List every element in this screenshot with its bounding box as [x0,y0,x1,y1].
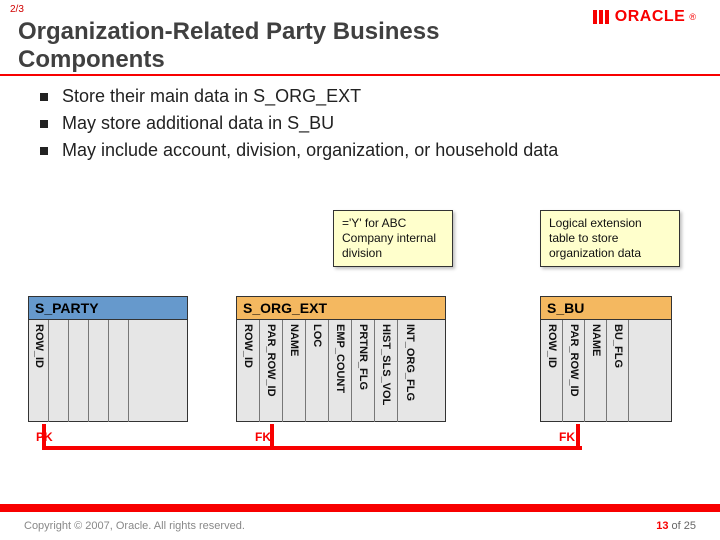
table-header: S_ORG_EXT [237,297,445,320]
fk-connector-tick [576,424,580,450]
table-s-org-ext: S_ORG_EXT ROW_ID PAR_ROW_ID NAME LOC EMP_COU… [236,296,446,422]
callout-logical-extension: Logical extension table to store organiz… [540,210,680,267]
callout-text: Logical extension table to store organiz… [549,216,642,260]
column-label: ROW_ID [33,324,45,368]
table-column [69,320,89,422]
slide-title: Organization-Related Party Business Comp… [18,18,518,73]
column-label: INT_ORG_FLG [404,324,416,401]
bullet-item: Store their main data in S_ORG_EXT [40,86,680,107]
table-column: NAME [283,320,306,422]
table-body: ROW_ID [29,320,187,422]
table-body: ROW_ID PAR_ROW_ID NAME BU_FLG [541,320,671,422]
column-label: NAME [288,324,300,356]
oracle-logo-text: ORACLE [615,8,686,26]
table-column: LOC [306,320,329,422]
title-underline [0,74,720,76]
bullet-item: May include account, division, organizat… [40,140,680,161]
column-label: PAR_ROW_ID [568,324,580,397]
column-label: BU_FLG [612,324,624,368]
page-current: 13 [656,520,668,532]
fk-connector-line [42,446,582,450]
fk-connector-tick [270,424,274,450]
column-label: PRTNR_FLG [357,324,369,390]
oracle-logo-reg: ® [689,12,696,22]
table-column: PAR_ROW_ID [563,320,585,422]
table-column: INT_ORG_FLG [398,320,421,422]
table-column [129,320,149,422]
table-column: PRTNR_FLG [352,320,375,422]
table-column: ROW_ID [29,320,49,422]
callout-text: ='Y' for ABC Company internal division [342,216,436,260]
table-column [89,320,109,422]
table-column: NAME [585,320,607,422]
table-header: S_PARTY [29,297,187,320]
table-s-party: S_PARTY ROW_ID [28,296,188,422]
callout-int-org-flg: ='Y' for ABC Company internal division [333,210,453,267]
fk-label: FK [559,430,575,444]
bullet-list: Store their main data in S_ORG_EXT May s… [40,86,680,167]
table-column: ROW_ID [541,320,563,422]
slide-root: 2/3 ORACLE ® Organization-Related Party … [0,0,720,540]
page-total: 25 [684,520,696,532]
table-column: PAR_ROW_ID [260,320,283,422]
copyright-text: Copyright © 2007, Oracle. All rights res… [24,520,245,532]
column-label: LOC [311,324,323,347]
bullet-item: May store additional data in S_BU [40,113,680,134]
column-label: NAME [590,324,602,356]
table-header: S_BU [541,297,671,320]
column-label: PAR_ROW_ID [265,324,277,397]
fk-label: FK [255,430,271,444]
table-column: BU_FLG [607,320,629,422]
page-sep: of [668,520,683,532]
table-column [109,320,129,422]
table-column [49,320,69,422]
oracle-logo: ORACLE ® [593,8,696,26]
oracle-logo-mark [593,10,611,24]
column-label: ROW_ID [242,324,254,368]
fk-connector-tick [42,424,46,450]
footer: Copyright © 2007, Oracle. All rights res… [0,512,720,540]
column-label: HIST_SLS_VOL [380,324,392,405]
column-label: EMP_COUNT [334,324,346,393]
column-label: ROW_ID [546,324,558,368]
table-column: ROW_ID [237,320,260,422]
table-column [629,320,651,422]
table-column: EMP_COUNT [329,320,352,422]
footer-bar [0,504,720,512]
table-column: HIST_SLS_VOL [375,320,398,422]
table-body: ROW_ID PAR_ROW_ID NAME LOC EMP_COUNT PRTNR_FL… [237,320,445,422]
table-s-bu: S_BU ROW_ID PAR_ROW_ID NAME BU_FLG [540,296,672,422]
page-indicator: 2/3 [10,4,24,15]
page-number: 13 of 25 [656,520,696,532]
